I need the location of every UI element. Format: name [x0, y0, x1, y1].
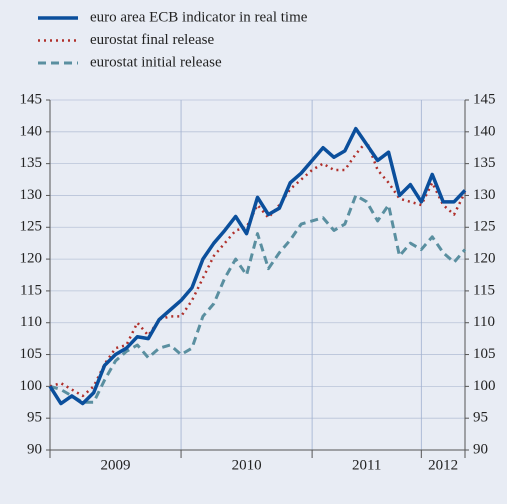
y2-tick-label: 135 [473, 155, 496, 171]
legend-label: eurostat final release [90, 32, 214, 48]
series-line [49, 193, 467, 404]
y-tick-label: 145 [20, 91, 43, 107]
y2-tick-label: 120 [473, 251, 496, 267]
y2-tick-label: 140 [473, 123, 496, 139]
y-tick-label: 130 [20, 187, 43, 203]
y-tick-label: 90 [27, 441, 42, 457]
x-tick-label: 2012 [428, 457, 458, 473]
y-tick-label: 110 [20, 314, 42, 330]
y-tick-label: 100 [20, 378, 43, 394]
x-tick-label: 2009 [101, 457, 131, 473]
y2-tick-label: 95 [473, 410, 488, 426]
y2-tick-label: 125 [473, 219, 496, 235]
y2-tick-label: 90 [473, 441, 488, 457]
legend-label: euro area ECB indicator in real time [90, 9, 308, 25]
y2-tick-label: 110 [473, 314, 495, 330]
y-tick-label: 135 [20, 155, 43, 171]
y-tick-label: 125 [20, 219, 43, 235]
y-tick-label: 140 [20, 123, 43, 139]
y2-tick-label: 130 [473, 187, 496, 203]
y-tick-label: 105 [20, 346, 43, 362]
y2-tick-label: 100 [473, 378, 496, 394]
series-line [48, 126, 467, 406]
y2-tick-label: 105 [473, 346, 496, 362]
y2-tick-label: 145 [473, 91, 496, 107]
y-tick-label: 95 [27, 410, 42, 426]
y-tick-label: 120 [20, 251, 43, 267]
x-tick-label: 2010 [232, 457, 262, 473]
y-tick-label: 115 [20, 282, 42, 298]
x-tick-label: 2011 [352, 457, 381, 473]
legend-label: eurostat initial release [90, 54, 222, 70]
y2-tick-label: 115 [473, 282, 495, 298]
